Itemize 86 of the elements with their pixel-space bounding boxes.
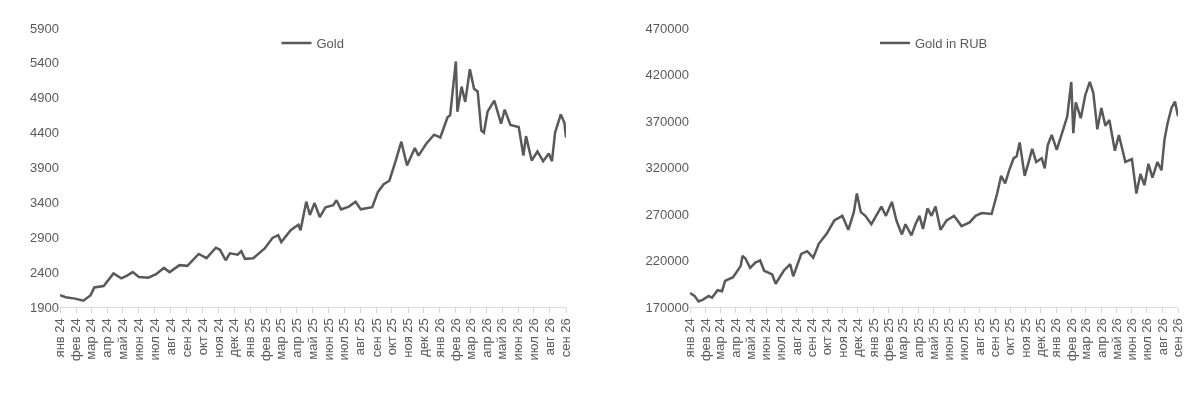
x-tick-label: сен 24 [804, 318, 820, 358]
x-tick-label: апр 24 [99, 318, 115, 358]
x-tick-label: фев 24 [68, 318, 84, 362]
x-tick-label: апр 25 [910, 318, 926, 358]
x-tick-label: янв 25 [242, 318, 258, 358]
x-tick-label: ноя 25 [1017, 318, 1033, 358]
y-tick-label: 1900 [30, 299, 59, 315]
x-tick-label: май 26 [1108, 318, 1124, 360]
x-tick-label: май 25 [304, 318, 320, 360]
x-tick-label: янв 26 [1048, 318, 1064, 358]
y-tick-label: 5900 [30, 20, 59, 36]
x-tick-label: сен 26 [558, 318, 574, 358]
x-tick-label: дек 25 [1032, 318, 1048, 357]
x-tick-label: апр 26 [478, 318, 494, 358]
x-tick-label: сен 24 [178, 318, 194, 358]
x-tick-label: апр 26 [1093, 318, 1109, 358]
x-tick-label: ноя 24 [210, 318, 226, 358]
y-tick-label: 170000 [645, 299, 689, 315]
x-tick-label: сен 25 [987, 318, 1003, 358]
x-tick-label: сен 25 [368, 318, 384, 358]
y-tick-label: 2400 [30, 264, 59, 280]
x-tick-label: фев 25 [881, 318, 897, 362]
x-tick-label: окт 24 [819, 318, 835, 356]
x-tick-label: июн 26 [1124, 318, 1140, 361]
x-tick-label: июл 26 [526, 318, 542, 361]
x-tick-label: фев 26 [448, 318, 464, 362]
x-tick-label: янв 24 [52, 318, 68, 358]
x-tick-label: июл 25 [956, 318, 972, 361]
x-tick-label: ноя 25 [400, 318, 416, 358]
x-tick-label: окт 25 [1002, 318, 1018, 356]
y-tick-label: 3400 [30, 194, 59, 210]
x-tick-label: авг 25 [971, 318, 987, 356]
x-tick-label: июл 25 [336, 318, 352, 361]
x-tick-label: ноя 24 [835, 318, 851, 358]
x-tick-label: мар 26 [462, 318, 478, 360]
y-tick-label: 320000 [645, 160, 689, 176]
x-tick-label: мар 24 [83, 318, 99, 360]
y-tick-label: 370000 [645, 113, 689, 129]
x-tick-label: дек 25 [415, 318, 431, 357]
x-tick-label: июн 25 [320, 318, 336, 361]
x-tick-label: июн 25 [941, 318, 957, 361]
x-tick-label: июл 26 [1139, 318, 1155, 361]
y-tick-label: 3900 [30, 160, 59, 176]
x-tick-label: май 24 [115, 318, 131, 360]
x-tick-label: мар 26 [1078, 318, 1094, 360]
line-series [60, 60, 566, 302]
x-tick-label: мар 24 [712, 318, 728, 360]
line-series [690, 80, 1178, 303]
y-tick-label: 270000 [645, 206, 689, 222]
x-tick-label: мар 25 [895, 318, 911, 360]
x-tick-label: фев 25 [258, 318, 274, 362]
y-tick-label: 5400 [30, 55, 59, 71]
x-tick-label: июн 26 [510, 318, 526, 361]
y-tick-label: 2900 [30, 229, 59, 245]
x-tick-label: авг 25 [352, 318, 368, 356]
legend-label: Gold in RUB [915, 36, 988, 52]
x-tick-label: дек 24 [226, 318, 242, 357]
x-tick-label: авг 24 [162, 318, 178, 356]
x-tick-label: июл 24 [773, 318, 789, 361]
x-tick-label: окт 24 [194, 318, 210, 356]
x-tick-label: май 24 [742, 318, 758, 360]
x-tick-label: сен 26 [1170, 318, 1186, 358]
x-tick-label: янв 26 [431, 318, 447, 358]
x-tick-label: апр 25 [289, 318, 305, 358]
x-tick-label: июл 24 [146, 318, 162, 361]
x-tick-label: май 25 [925, 318, 941, 360]
y-tick-label: 420000 [645, 67, 689, 83]
legend-label: Gold [316, 36, 344, 52]
x-tick-label: апр 24 [727, 318, 743, 358]
y-tick-label: 4400 [30, 125, 59, 141]
x-tick-label: авг 26 [542, 318, 558, 356]
x-tick-label: окт 25 [384, 318, 400, 356]
x-tick-label: янв 25 [865, 318, 881, 358]
x-tick-label: фев 24 [697, 318, 713, 362]
y-tick-label: 4900 [30, 90, 59, 106]
x-tick-label: дек 24 [850, 318, 866, 357]
x-tick-label: июн 24 [758, 318, 774, 361]
x-tick-label: май 26 [494, 318, 510, 360]
x-tick-label: авг 24 [788, 318, 804, 356]
x-tick-label: мар 25 [273, 318, 289, 360]
y-tick-label: 220000 [645, 253, 689, 269]
x-tick-label: янв 24 [682, 318, 698, 358]
x-tick-label: фев 26 [1064, 318, 1080, 362]
y-tick-label: 470000 [645, 20, 689, 36]
x-tick-label: июн 24 [131, 318, 147, 361]
x-tick-label: авг 26 [1154, 318, 1170, 356]
